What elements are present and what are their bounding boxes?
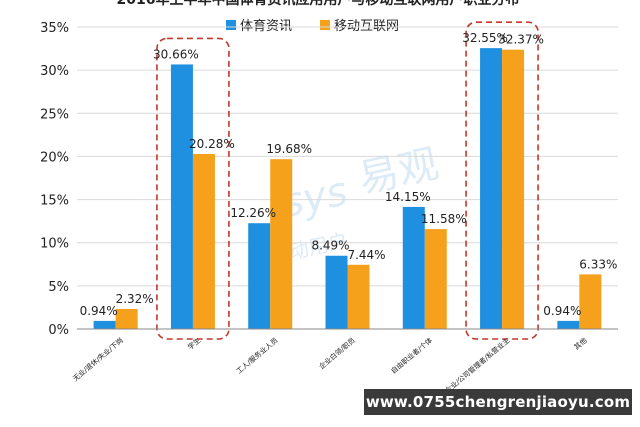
y-tick-label: 15%: [40, 194, 69, 209]
data-labels: 0.94%30.66%12.26%8.49%14.15%32.55%0.94%2…: [80, 31, 618, 318]
x-tick-label: 自由职业者/个体: [389, 336, 434, 376]
x-tick-label: 工人/服务业人员: [234, 336, 279, 376]
x-tick-label: 学生: [186, 336, 203, 352]
bar-series1: [325, 255, 348, 329]
data-label: 19.68%: [266, 142, 312, 156]
data-label: 14.15%: [385, 190, 431, 204]
data-label: 32.37%: [498, 33, 544, 47]
data-label: 30.66%: [153, 47, 199, 61]
data-label: 7.44%: [347, 248, 385, 262]
data-label: 20.28%: [189, 137, 235, 151]
chart-title: 2016年上半年中国体育资讯应用用户与移动互联网用户职业分布: [117, 0, 520, 8]
y-tick-label: 30%: [40, 64, 69, 79]
site-url-banner: www.0755chengrenjiaoyu.com: [364, 389, 632, 415]
data-label: 0.94%: [80, 304, 118, 318]
bar-series2: [579, 274, 602, 329]
highlight-boxes: [156, 21, 539, 340]
bar-series1: [170, 64, 193, 329]
bar-series1: [557, 320, 580, 329]
bar-series1: [402, 206, 425, 329]
legend-swatch-series1: [226, 20, 236, 30]
x-tick-label: 其他: [572, 336, 589, 352]
bar-series1: [93, 320, 116, 329]
data-label: 11.58%: [421, 212, 467, 226]
highlight-box: [156, 37, 230, 340]
bar-series2: [270, 159, 293, 329]
y-axis-ticks: 0% 5% 10% 15% 20% 25% 30% 35%: [40, 21, 69, 338]
y-tick-label: 5%: [48, 280, 69, 295]
data-label: 2.32%: [116, 292, 154, 306]
bars: [93, 48, 602, 329]
x-axis-ticks: 无业/退休/失业/下岗 学生 工人/服务业人员 企业白领/职员 自由职业者/个体 企业/公…: [71, 336, 589, 395]
x-tick-label: 无业/退休/失业/下岗: [71, 336, 125, 383]
y-tick-label: 10%: [40, 237, 69, 252]
y-tick-label: 0%: [48, 323, 69, 338]
bar-series2: [502, 49, 525, 329]
legend: 体育资讯 移动互联网: [226, 18, 399, 34]
bar-series1: [248, 223, 271, 329]
data-label: 8.49%: [311, 239, 349, 253]
bar-series2: [424, 229, 447, 329]
legend-swatch-series2: [320, 20, 330, 30]
bar-series2: [115, 308, 138, 329]
data-label: 12.26%: [230, 206, 276, 220]
bar-series2: [347, 264, 370, 329]
x-tick-label: 企业/公司管理者/私营业主: [443, 336, 511, 395]
y-tick-label: 35%: [40, 21, 69, 36]
y-tick-label: 20%: [40, 150, 69, 165]
data-label: 6.33%: [579, 257, 617, 271]
legend-label-series1: 体育资讯: [240, 18, 292, 34]
data-label: 0.94%: [543, 304, 581, 318]
data-label: 32.55%: [462, 31, 508, 45]
highlight-box: [465, 21, 539, 340]
y-tick-label: 25%: [40, 107, 69, 122]
bar-series1: [480, 48, 503, 329]
bar-series2: [192, 154, 215, 329]
x-tick-label: 企业白领/职员: [317, 336, 357, 371]
